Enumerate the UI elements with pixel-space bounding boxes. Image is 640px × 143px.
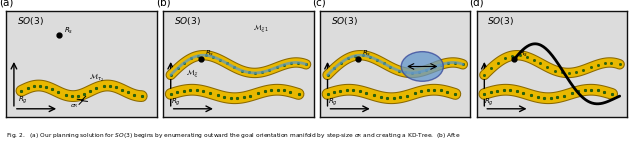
- Text: $SO(3)$: $SO(3)$: [487, 15, 514, 27]
- Text: $R_g$: $R_g$: [171, 96, 180, 108]
- Text: $\mathcal{M}_{\tau_2}$: $\mathcal{M}_{\tau_2}$: [89, 72, 104, 84]
- Text: $R_g$: $R_g$: [328, 96, 337, 108]
- Text: Fig. 2.   (a) Our planning solution for $SO(3)$ begins by enumerating outward th: Fig. 2. (a) Our planning solution for $S…: [6, 131, 461, 140]
- Text: $R_s$: $R_s$: [519, 49, 528, 59]
- Text: $R_s$: $R_s$: [63, 26, 73, 36]
- Text: (d): (d): [469, 0, 484, 7]
- Text: (b): (b): [156, 0, 170, 7]
- Text: $\mathcal{M}_{\mathcal{Z}}$: $\mathcal{M}_{\mathcal{Z}}$: [186, 67, 199, 79]
- Text: (c): (c): [312, 0, 326, 7]
- Text: $\sigma_R$: $\sigma_R$: [70, 102, 79, 110]
- Text: $\mathcal{M}_{\mathcal{Z}1}$: $\mathcal{M}_{\mathcal{Z}1}$: [253, 23, 269, 34]
- Text: $R_s$: $R_s$: [362, 49, 371, 59]
- Text: $R_s$: $R_s$: [205, 49, 214, 59]
- Text: $SO(3)$: $SO(3)$: [17, 15, 44, 27]
- Text: $R_g$: $R_g$: [19, 94, 28, 106]
- Text: $R_g$: $R_g$: [484, 96, 494, 108]
- Text: $SO(3)$: $SO(3)$: [173, 15, 200, 27]
- Text: (a): (a): [0, 0, 13, 7]
- Text: $SO(3)$: $SO(3)$: [330, 15, 357, 27]
- Ellipse shape: [401, 52, 444, 81]
